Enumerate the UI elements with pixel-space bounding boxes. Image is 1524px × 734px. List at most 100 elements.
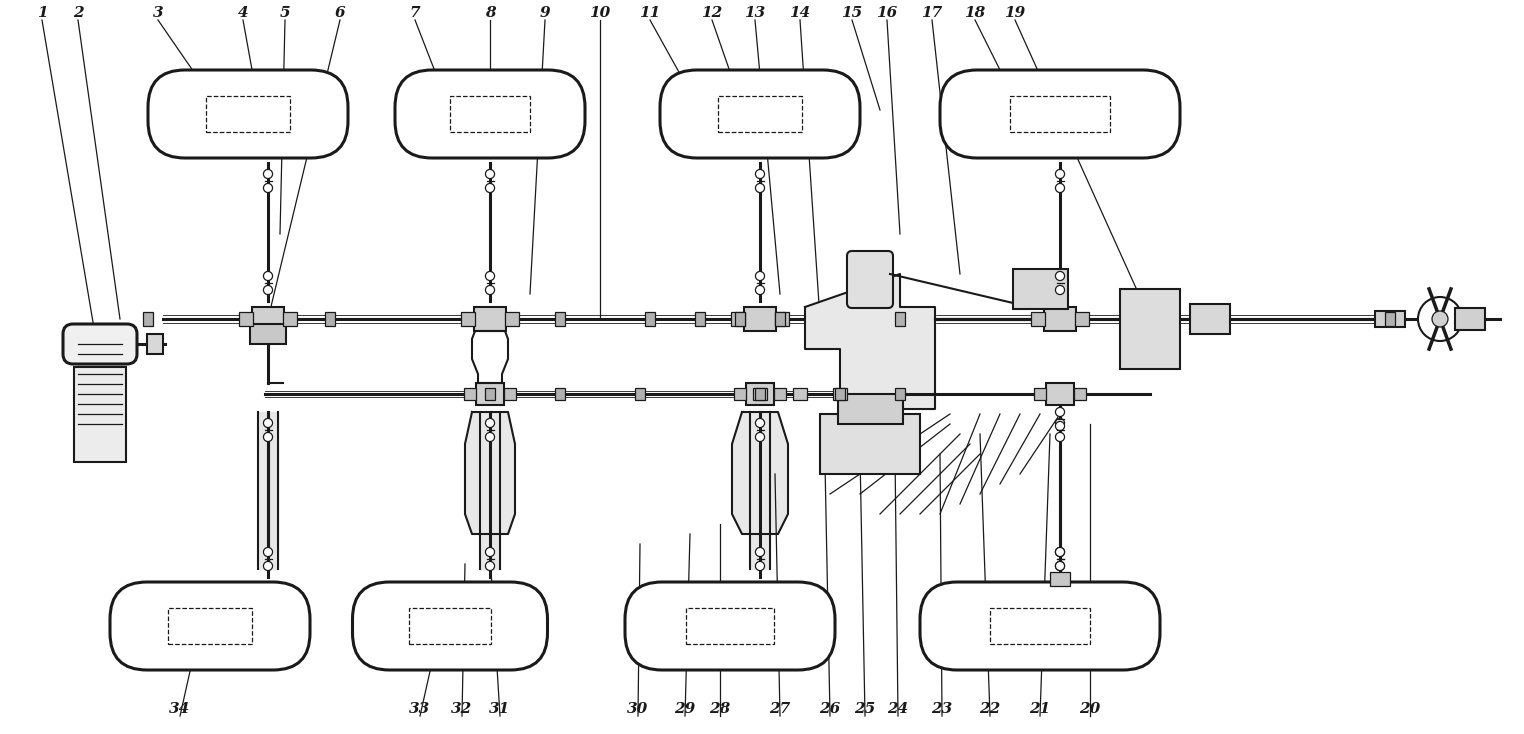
Circle shape (486, 418, 495, 427)
Text: 26: 26 (820, 702, 841, 716)
Bar (735, 388, 747, 400)
Circle shape (264, 272, 273, 280)
Circle shape (756, 418, 765, 427)
Circle shape (756, 548, 765, 556)
Text: 7: 7 (410, 6, 421, 20)
Bar (168, 608, 251, 644)
Bar (1455, 308, 1484, 330)
Bar (1050, 572, 1070, 586)
Text: 5: 5 (280, 6, 290, 20)
Text: 3: 3 (152, 6, 163, 20)
Bar (747, 383, 774, 405)
Bar (834, 388, 847, 400)
Text: 19: 19 (1004, 6, 1026, 20)
FancyBboxPatch shape (920, 582, 1160, 670)
Bar (325, 312, 335, 326)
Bar (251, 307, 283, 331)
Circle shape (1056, 418, 1065, 427)
Bar (555, 312, 565, 326)
Circle shape (756, 286, 765, 294)
Bar (283, 312, 297, 326)
Bar (732, 312, 745, 326)
Bar (636, 388, 645, 400)
Bar (1033, 388, 1045, 400)
Bar (143, 312, 152, 326)
Text: 20: 20 (1079, 702, 1100, 716)
Circle shape (486, 562, 495, 570)
Text: 9: 9 (539, 6, 550, 20)
Bar (735, 312, 745, 326)
FancyBboxPatch shape (62, 324, 137, 364)
Bar (504, 312, 520, 326)
Polygon shape (472, 331, 507, 383)
FancyBboxPatch shape (940, 70, 1180, 158)
Circle shape (1417, 297, 1462, 341)
Circle shape (1056, 170, 1065, 178)
Polygon shape (480, 412, 500, 569)
Bar (1375, 311, 1405, 327)
Text: 12: 12 (701, 6, 722, 20)
Bar (206, 95, 290, 132)
Circle shape (1056, 421, 1065, 431)
Text: 31: 31 (489, 702, 511, 716)
Text: 17: 17 (922, 6, 943, 20)
Bar (460, 312, 475, 326)
Text: 29: 29 (675, 702, 695, 716)
Bar (686, 608, 774, 644)
Circle shape (486, 272, 495, 280)
Circle shape (486, 286, 495, 294)
Bar (450, 95, 530, 132)
Circle shape (486, 432, 495, 442)
Text: 21: 21 (1029, 702, 1050, 716)
Circle shape (1056, 432, 1065, 442)
Bar (838, 394, 902, 424)
Bar (1120, 289, 1180, 369)
Text: 28: 28 (709, 702, 730, 716)
Circle shape (486, 548, 495, 556)
Circle shape (1056, 286, 1065, 294)
Circle shape (264, 170, 273, 178)
Bar (776, 312, 789, 326)
Circle shape (264, 286, 273, 294)
Circle shape (1056, 562, 1065, 570)
FancyBboxPatch shape (352, 582, 547, 670)
Circle shape (756, 170, 765, 178)
Text: 2: 2 (73, 6, 84, 20)
Bar (776, 312, 785, 326)
Bar (792, 388, 808, 400)
FancyBboxPatch shape (110, 582, 309, 670)
Bar (1190, 304, 1230, 334)
Text: 8: 8 (485, 6, 495, 20)
Circle shape (1056, 272, 1065, 280)
Text: 32: 32 (451, 702, 472, 716)
Bar (485, 388, 495, 400)
Bar (753, 388, 767, 400)
Bar (774, 388, 786, 400)
Circle shape (264, 418, 273, 427)
Circle shape (264, 432, 273, 442)
Circle shape (264, 562, 273, 570)
Polygon shape (258, 412, 277, 569)
Text: 11: 11 (640, 6, 660, 20)
Bar (1044, 307, 1076, 331)
Bar (1074, 312, 1090, 326)
Bar (754, 388, 765, 400)
Text: 18: 18 (965, 6, 986, 20)
Bar (474, 307, 506, 331)
Bar (695, 312, 706, 326)
Bar (475, 383, 504, 405)
Bar (895, 312, 905, 326)
Polygon shape (732, 412, 788, 534)
Circle shape (264, 184, 273, 192)
Bar (820, 414, 920, 474)
Polygon shape (465, 412, 515, 534)
FancyBboxPatch shape (847, 251, 893, 308)
Text: 22: 22 (980, 702, 1001, 716)
Bar (504, 388, 517, 400)
Text: 27: 27 (770, 702, 791, 716)
Text: 13: 13 (744, 6, 765, 20)
Circle shape (486, 170, 495, 178)
Bar (989, 608, 1090, 644)
Circle shape (1056, 407, 1065, 417)
Bar (835, 388, 844, 400)
